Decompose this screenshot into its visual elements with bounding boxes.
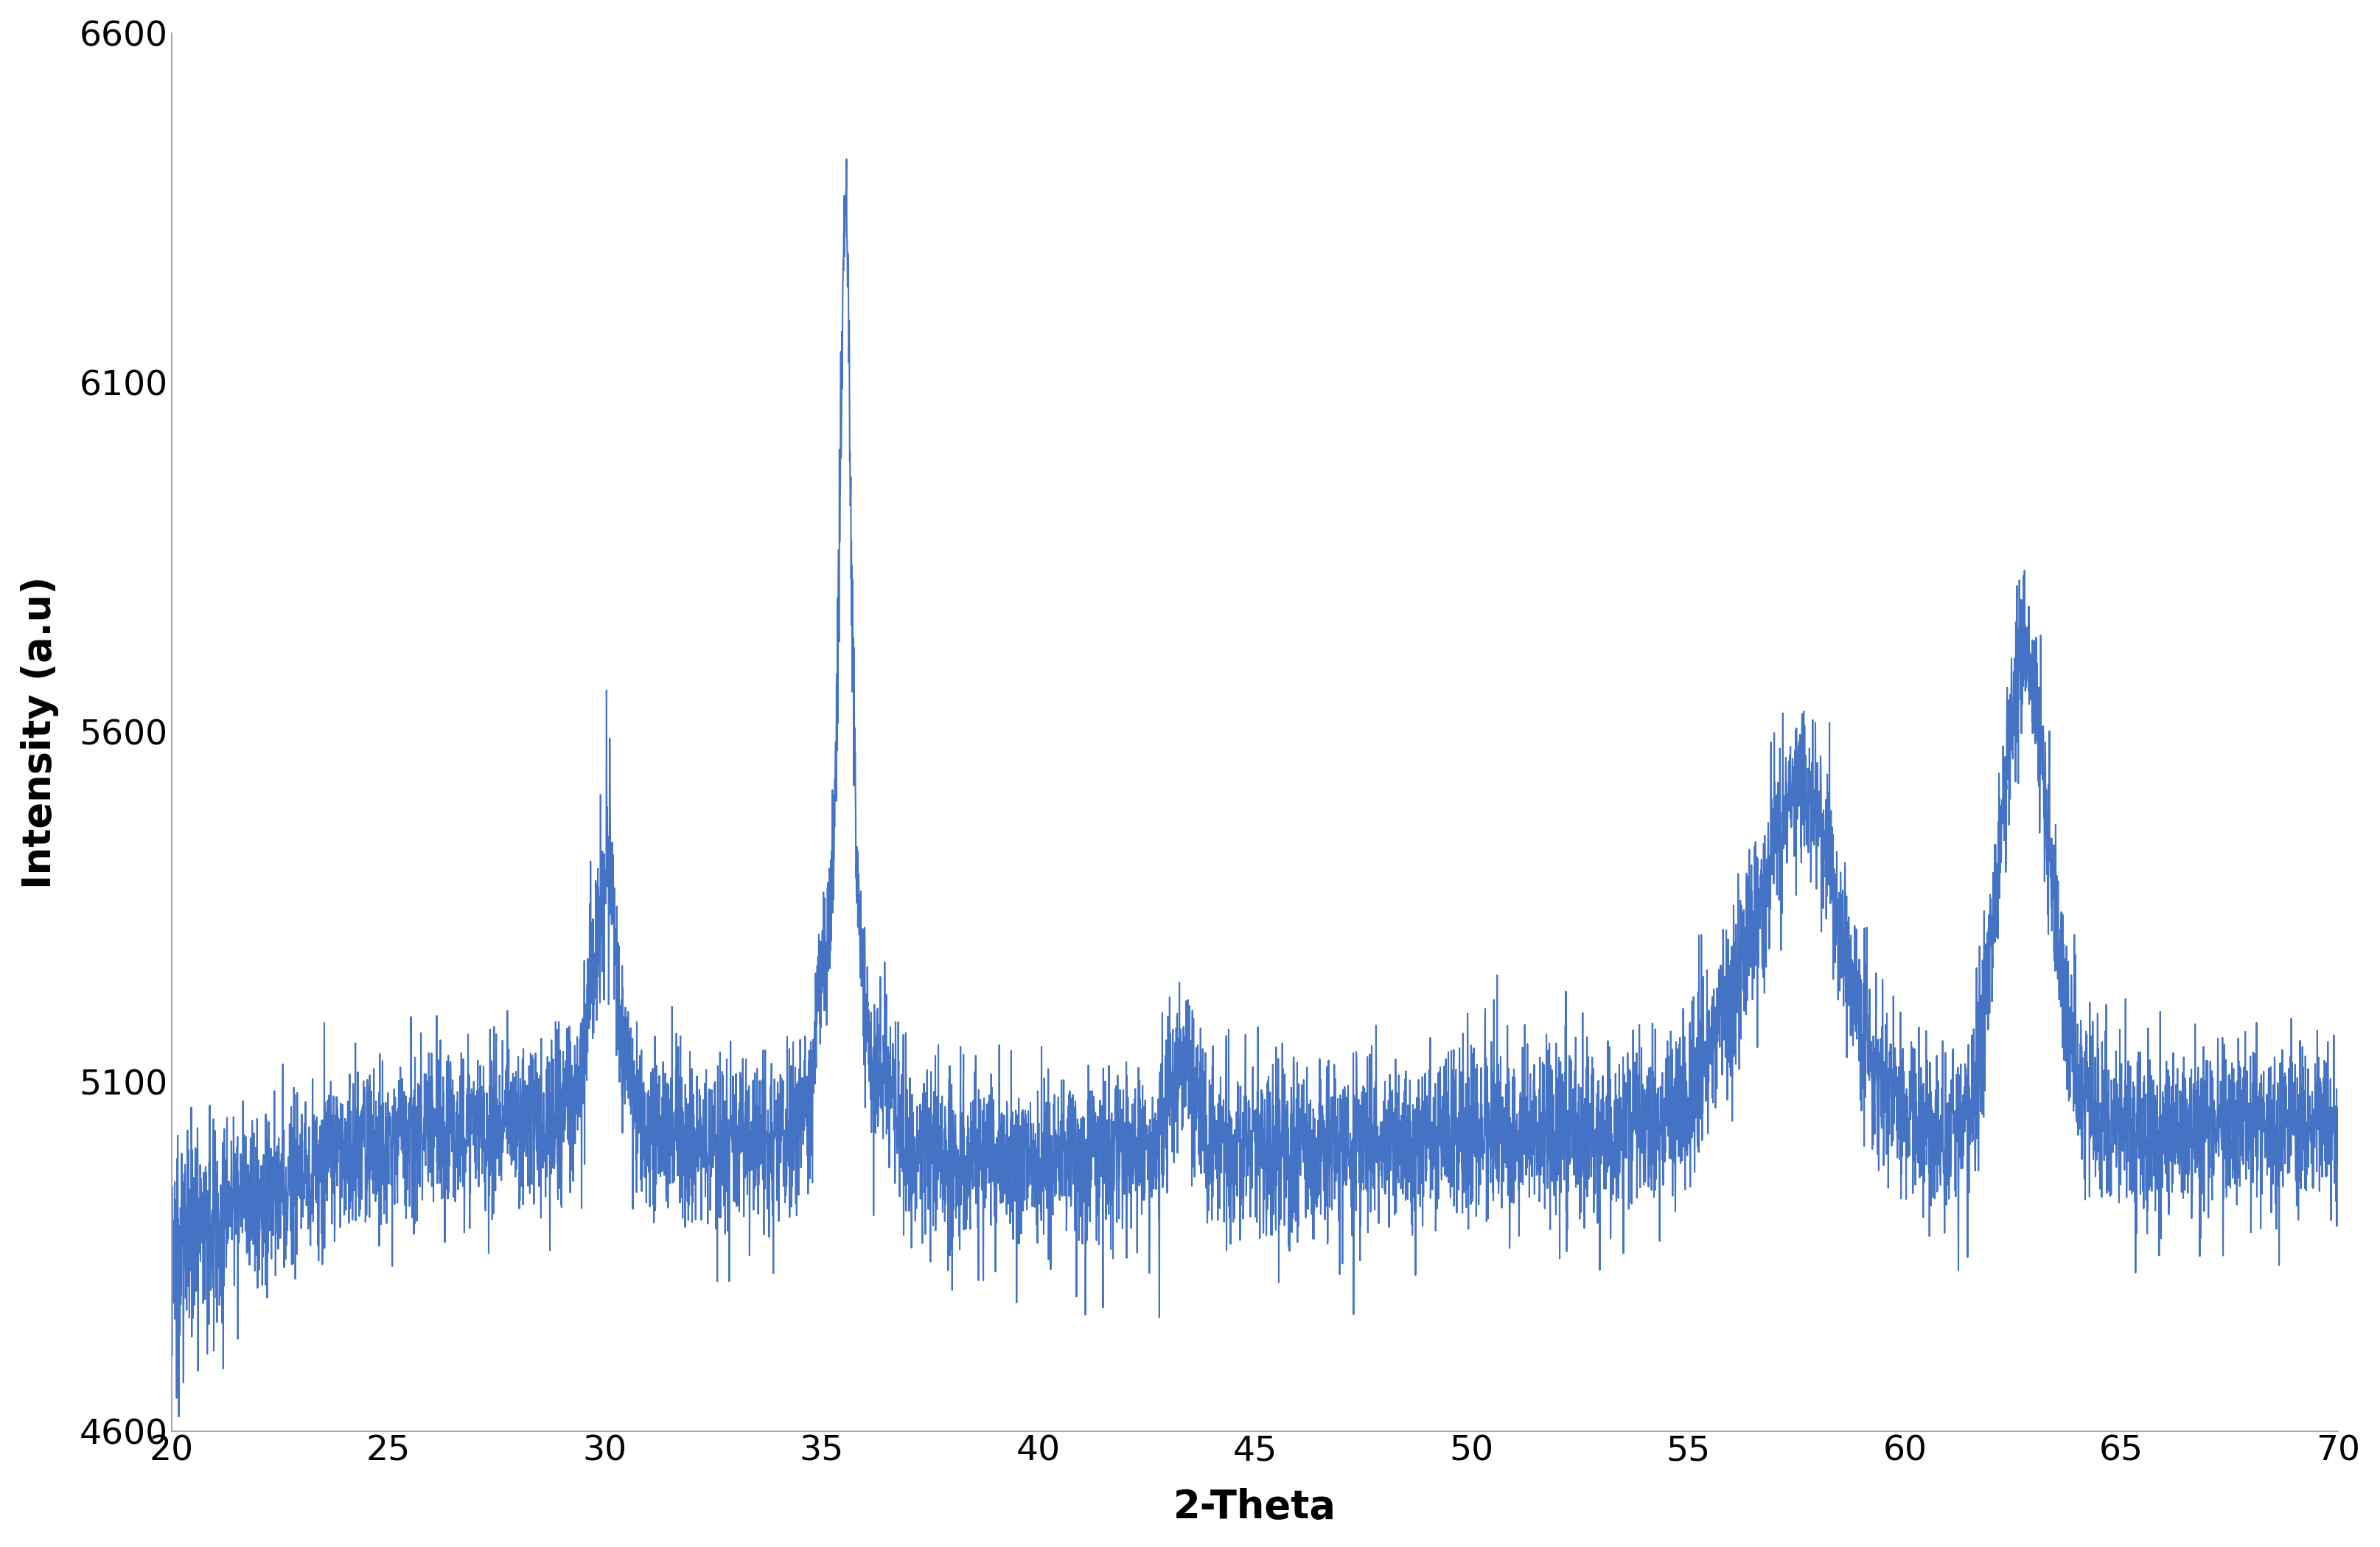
X-axis label: 2-Theta: 2-Theta (1173, 1488, 1335, 1527)
Y-axis label: Intensity (a.u): Intensity (a.u) (21, 575, 60, 888)
